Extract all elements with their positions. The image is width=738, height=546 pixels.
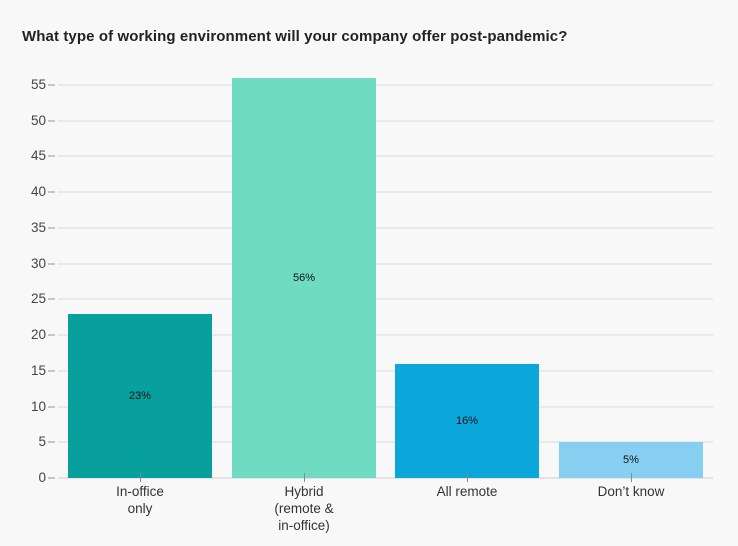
x-tick-mark-hybrid-remote-in-office	[304, 473, 305, 482]
y-tick-dash	[48, 441, 55, 444]
y-tick-dash	[48, 191, 55, 194]
y-tick-dash	[48, 84, 55, 86]
bar-value-label-hybrid-remote-in-office: 56%	[292, 271, 316, 284]
bar-in-office-only: 23%	[68, 313, 212, 478]
chart-title: What type of working environment will yo…	[22, 28, 568, 45]
y-tick-dash	[48, 262, 55, 265]
gridline-30	[58, 262, 713, 265]
gridline-5	[58, 441, 713, 444]
bar-don-t-know: 5%	[559, 442, 703, 478]
gridline-10	[58, 405, 713, 408]
gridline-55	[58, 84, 713, 86]
gridline-45	[58, 155, 713, 158]
y-tick-label-25: 25	[30, 291, 46, 307]
gridline-15	[58, 369, 713, 372]
y-tick-label-0: 0	[38, 470, 46, 485]
x-tick-label-hybrid-remote-in-office: Hybrid (remote & in-office)	[222, 483, 386, 534]
y-tick-dash	[48, 155, 55, 158]
x-axis-labels: In-office only Hybrid (remote & in-office) Al…	[58, 483, 713, 539]
y-tick-dash	[48, 405, 55, 408]
gridline-40	[58, 191, 713, 194]
bar-value-label-in-office-only: 23%	[128, 389, 152, 402]
y-tick-label-15: 15	[30, 362, 46, 378]
y-tick-dash	[48, 226, 55, 229]
x-tick-label-all-remote: All remote	[385, 483, 549, 500]
gridline-50	[58, 119, 713, 122]
y-tick-dash	[48, 119, 55, 122]
y-tick-label-55: 55	[30, 77, 46, 92]
gridline-25	[58, 298, 713, 301]
x-tick-label-in-office-only: In-office only	[58, 483, 222, 517]
bar-all-remote: 16%	[395, 363, 539, 478]
y-tick-dash	[48, 334, 55, 337]
y-tick-label-5: 5	[38, 434, 46, 450]
x-tick-label-line: Hybrid	[284, 484, 324, 499]
y-tick-label-10: 10	[30, 398, 46, 414]
y-tick-label-45: 45	[30, 148, 46, 164]
x-tick-label-line: Don’t know	[597, 484, 665, 499]
x-tick-label-line: only	[127, 501, 153, 516]
y-tick-dash	[48, 298, 55, 301]
y-tick-label-35: 35	[30, 219, 46, 235]
y-tick-label-30: 30	[30, 255, 46, 271]
x-axis-line	[58, 477, 713, 479]
y-tick-label-50: 50	[30, 112, 46, 128]
x-tick-mark-don-t-know	[631, 473, 632, 482]
plot-area: 23% 56% 16% 5%	[48, 77, 713, 482]
x-tick-label-don-t-know: Don’t know	[549, 483, 713, 500]
y-tick-label-20: 20	[30, 327, 46, 343]
y-tick-dash	[48, 477, 55, 479]
x-tick-label-line: In-office	[116, 484, 164, 499]
gridline-20	[58, 334, 713, 337]
y-tick-dash	[48, 369, 55, 372]
x-tick-label-line: (remote &	[274, 501, 334, 516]
x-tick-label-line: in-office)	[278, 518, 330, 533]
x-tick-mark-all-remote	[467, 473, 468, 482]
x-tick-mark-in-office-only	[140, 473, 141, 482]
x-tick-label-line: All remote	[436, 484, 498, 499]
y-axis-labels: 0 5 10 15 20 25 30 35 40 45 50 55	[0, 77, 46, 485]
bar-value-label-don-t-know: 5%	[623, 454, 639, 467]
y-tick-label-40: 40	[30, 184, 46, 200]
bar-hybrid-remote-in-office: 56%	[232, 77, 376, 478]
gridline-35	[58, 226, 713, 229]
bar-value-label-all-remote: 16%	[455, 414, 479, 427]
